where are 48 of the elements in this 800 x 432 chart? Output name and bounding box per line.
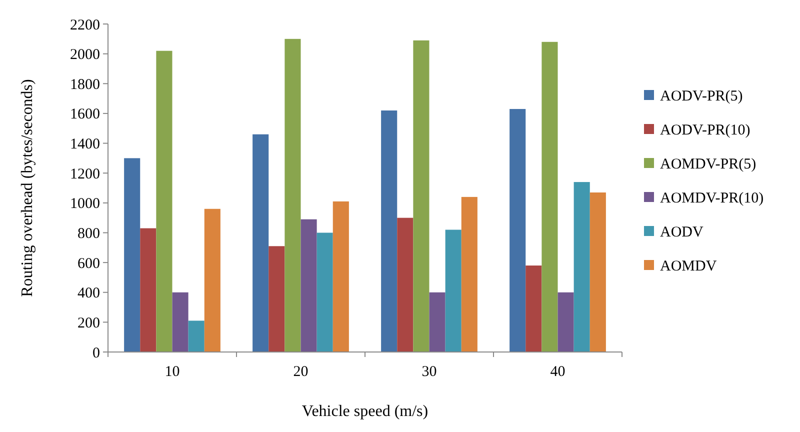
bar xyxy=(252,134,269,352)
y-tick-label: 1000 xyxy=(70,196,100,212)
legend-label: AOMDV-PR(5) xyxy=(660,156,756,172)
y-tick-label: 1400 xyxy=(70,136,100,153)
bar xyxy=(284,38,301,352)
bar xyxy=(397,218,414,352)
bar xyxy=(124,158,140,352)
bar xyxy=(526,266,542,352)
y-tick-label: 600 xyxy=(78,256,100,272)
bar xyxy=(461,196,478,352)
y-tick-label: 1600 xyxy=(70,106,100,123)
bar xyxy=(188,320,204,352)
bar xyxy=(542,42,558,352)
bar xyxy=(445,230,462,352)
bar xyxy=(204,208,220,352)
bar xyxy=(156,50,172,352)
y-axis-title: Routing overhead (bytes/seconds) xyxy=(19,79,36,297)
bar xyxy=(413,40,430,352)
bar xyxy=(316,232,333,352)
y-tick-label: 1200 xyxy=(70,166,100,182)
y-tick-label: 400 xyxy=(78,286,100,302)
bar xyxy=(332,201,349,352)
y-tick-label: 0 xyxy=(92,345,100,362)
bar xyxy=(381,110,398,352)
y-tick-label: 2000 xyxy=(70,47,100,64)
y-tick-label: 1800 xyxy=(70,76,100,93)
legend-label: AODV xyxy=(660,224,704,240)
legend-label: AOMDV-PR(10) xyxy=(660,190,764,206)
bar xyxy=(558,292,574,352)
bar xyxy=(172,292,188,352)
y-tick-label: 2200 xyxy=(70,17,100,34)
legend-label: AODV-PR(5) xyxy=(660,88,743,104)
x-tick-label: 10 xyxy=(164,364,180,380)
x-axis-title: Vehicle speed (m/s) xyxy=(302,403,428,420)
x-tick-label: 20 xyxy=(293,364,308,380)
bar xyxy=(590,192,606,352)
x-tick-label: 30 xyxy=(422,364,437,380)
y-tick-label: 800 xyxy=(78,226,100,242)
legend-label: AOMDV xyxy=(660,258,717,274)
bar xyxy=(574,182,590,352)
x-tick-label: 40 xyxy=(550,364,566,380)
bar xyxy=(510,108,526,352)
bar xyxy=(140,228,156,352)
bar xyxy=(429,292,446,352)
bar xyxy=(268,246,285,352)
legend-label: AODV-PR(10) xyxy=(660,122,750,138)
bar xyxy=(300,219,317,352)
y-tick-label: 200 xyxy=(78,315,100,332)
